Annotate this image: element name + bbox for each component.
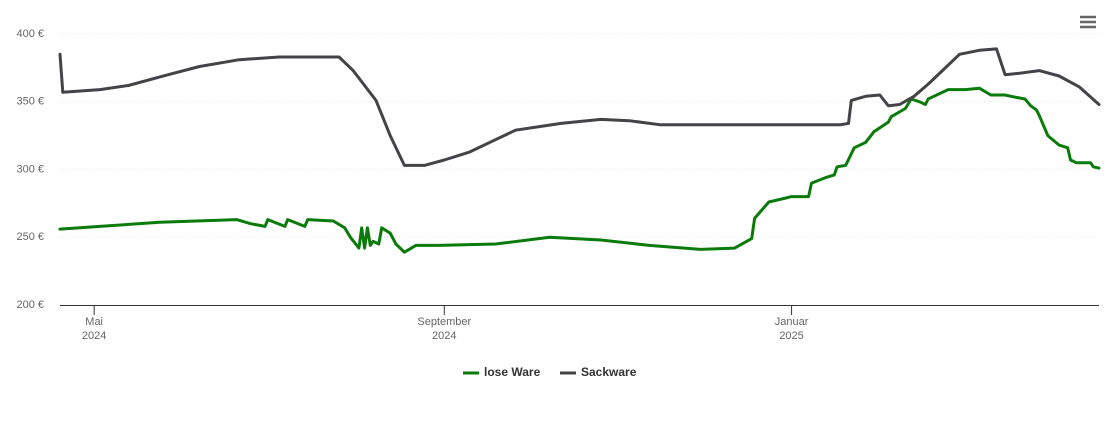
y-tick-label: 400 € bbox=[16, 28, 44, 40]
x-tick-label: September bbox=[417, 316, 471, 328]
series-line bbox=[58, 47, 1101, 167]
menu-button[interactable] bbox=[1079, 15, 1097, 29]
y-tick-label: 300 € bbox=[16, 163, 44, 175]
y-tick-label: 250 € bbox=[16, 231, 44, 243]
x-tick-label: 2025 bbox=[779, 330, 803, 342]
series-line bbox=[58, 86, 1101, 254]
legend-item[interactable]: Sackware bbox=[560, 365, 637, 379]
y-tick-label: 200 € bbox=[16, 299, 44, 311]
x-tick-label: 2024 bbox=[432, 330, 456, 342]
legend-label: lose Ware bbox=[484, 365, 541, 379]
x-tick-label: 2024 bbox=[82, 330, 106, 342]
y-tick-label: 350 € bbox=[16, 96, 44, 108]
x-tick-label: Mai bbox=[85, 316, 103, 328]
legend-item[interactable]: lose Ware bbox=[463, 365, 541, 379]
legend-label: Sackware bbox=[581, 365, 637, 379]
x-tick-label: Januar bbox=[775, 316, 809, 328]
